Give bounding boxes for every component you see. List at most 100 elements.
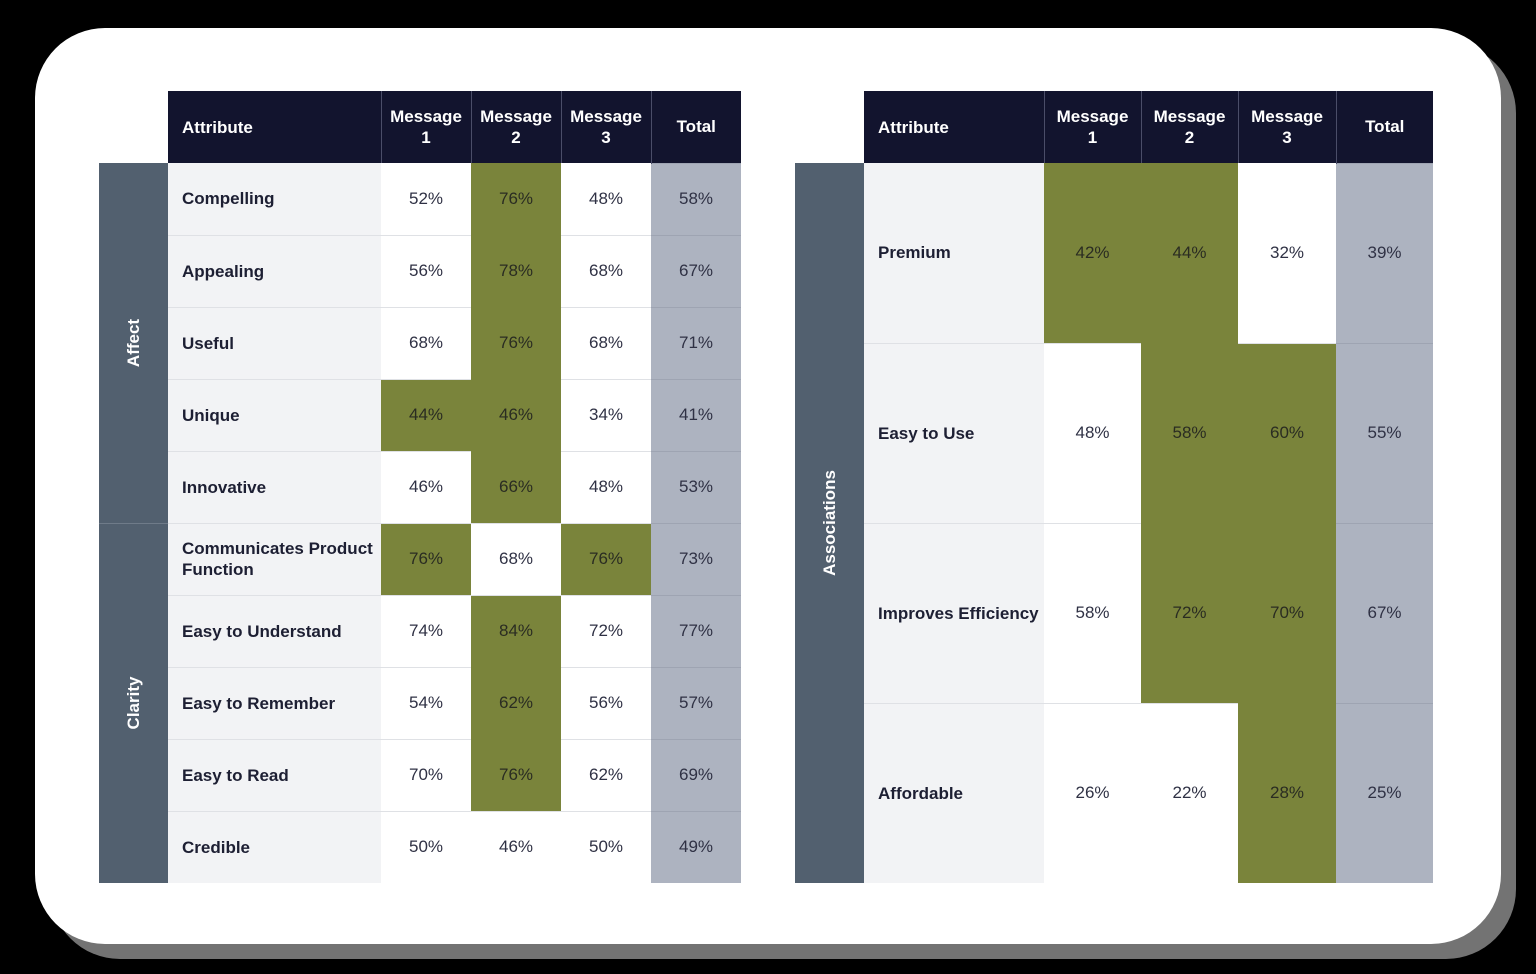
- message-2-value: 76%: [471, 738, 561, 811]
- message-3-value: 34%: [561, 378, 651, 451]
- message-1-value: 42%: [1044, 163, 1141, 343]
- header-message-3: Message 3: [1237, 91, 1336, 163]
- table-row: Easy to Understand 74% 84% 72% 77%: [99, 594, 741, 667]
- total-value: 41%: [651, 378, 741, 451]
- message-3-value: 62%: [561, 738, 651, 811]
- header-message-2: Message 2: [1140, 91, 1238, 163]
- right-results-table: Attribute Message 1 Message 2 Message 3 Tot…: [795, 91, 1433, 883]
- header-message-3: Message 3: [560, 91, 651, 163]
- message-1-value: 50%: [381, 810, 471, 883]
- total-value: 69%: [651, 738, 741, 811]
- message-2-value: 84%: [471, 594, 561, 667]
- total-value: 57%: [651, 666, 741, 739]
- attribute-label: Useful: [168, 306, 381, 379]
- message-2-value: 22%: [1141, 702, 1238, 883]
- attribute-label: Communicates Product Function: [168, 522, 381, 595]
- total-value: 39%: [1336, 162, 1433, 343]
- message-3-value: 32%: [1238, 163, 1336, 343]
- table-row: Innovative 46% 66% 48% 53%: [99, 450, 741, 523]
- table-row: Easy to Use 48% 58% 60% 55%: [795, 342, 1433, 523]
- total-value: 49%: [651, 810, 741, 883]
- table-row: Easy to Read 70% 76% 62% 69%: [99, 738, 741, 811]
- header-message-1: Message 1: [380, 91, 471, 163]
- table-row: Affect Compelling 52% 76% 48% 58%: [99, 162, 741, 523]
- message-1-value: 76%: [381, 522, 471, 595]
- group-label: Clarity: [123, 676, 143, 730]
- total-value: 25%: [1336, 702, 1433, 883]
- table-row: Clarity Communicates Product Function 76% 6…: [99, 522, 741, 883]
- table-row: Unique 44% 46% 34% 41%: [99, 378, 741, 451]
- total-value: 67%: [651, 234, 741, 307]
- message-1-value: 52%: [381, 163, 471, 235]
- table-row: Appealing 56% 78% 68% 67%: [99, 234, 741, 307]
- attribute-label: Appealing: [168, 234, 381, 307]
- group-label: Affect: [123, 318, 143, 367]
- attribute-label: Unique: [168, 378, 381, 451]
- table-row: Affordable 26% 22% 28% 25%: [795, 702, 1433, 883]
- total-value: 67%: [1336, 522, 1433, 703]
- total-value: 77%: [651, 594, 741, 667]
- attribute-label: Credible: [168, 810, 381, 883]
- message-3-value: 72%: [561, 594, 651, 667]
- message-1-value: 44%: [381, 378, 471, 451]
- header-corner: [99, 91, 168, 163]
- message-1-value: 56%: [381, 234, 471, 307]
- header-attribute: Attribute: [168, 91, 381, 163]
- message-2-value: 58%: [1141, 342, 1238, 523]
- group-label: Associations: [819, 470, 839, 576]
- table-row: Useful 68% 76% 68% 71%: [99, 306, 741, 379]
- message-1-value: 74%: [381, 594, 471, 667]
- message-3-value: 70%: [1238, 522, 1336, 703]
- message-2-value: 72%: [1141, 522, 1238, 703]
- attribute-label: Easy to Use: [864, 342, 1044, 523]
- message-2-value: 46%: [471, 810, 561, 883]
- header-attribute: Attribute: [864, 91, 1044, 163]
- message-1-value: 58%: [1044, 522, 1141, 703]
- message-3-value: 56%: [561, 666, 651, 739]
- attribute-label: Compelling: [168, 163, 381, 235]
- attribute-label: Easy to Read: [168, 738, 381, 811]
- header-total: Total: [1335, 91, 1433, 163]
- table-row: Easy to Remember 54% 62% 56% 57%: [99, 666, 741, 739]
- attribute-label: Affordable: [864, 702, 1044, 883]
- message-3-value: 50%: [561, 810, 651, 883]
- group-cell-clarity: Clarity: [99, 522, 168, 883]
- header-corner: [795, 91, 864, 163]
- message-1-value: 26%: [1044, 702, 1141, 883]
- total-value: 58%: [651, 162, 741, 235]
- message-3-value: 76%: [561, 522, 651, 595]
- total-value: 73%: [651, 522, 741, 595]
- message-1-value: 68%: [381, 306, 471, 379]
- attribute-label: Easy to Understand: [168, 594, 381, 667]
- table-row: Credible 50% 46% 50% 49%: [99, 810, 741, 883]
- message-3-value: 68%: [561, 306, 651, 379]
- message-1-value: 70%: [381, 738, 471, 811]
- message-3-value: 68%: [561, 234, 651, 307]
- message-1-value: 48%: [1044, 342, 1141, 523]
- attribute-label: Premium: [864, 163, 1044, 343]
- message-2-value: 46%: [471, 378, 561, 451]
- header-message-2: Message 2: [470, 91, 561, 163]
- total-value: 71%: [651, 306, 741, 379]
- message-2-value: 76%: [471, 163, 561, 235]
- message-2-value: 44%: [1141, 163, 1238, 343]
- message-2-value: 68%: [471, 522, 561, 595]
- group-cell-associations: Associations: [795, 163, 864, 883]
- message-3-value: 60%: [1238, 342, 1336, 523]
- message-1-value: 54%: [381, 666, 471, 739]
- message-2-value: 66%: [471, 450, 561, 523]
- message-3-value: 28%: [1238, 702, 1336, 883]
- message-2-value: 78%: [471, 234, 561, 307]
- header-message-1: Message 1: [1043, 91, 1141, 163]
- message-2-value: 76%: [471, 306, 561, 379]
- group-cell-affect: Affect: [99, 163, 168, 523]
- message-2-value: 62%: [471, 666, 561, 739]
- total-value: 53%: [651, 450, 741, 523]
- table-row: Improves Efficiency 58% 72% 70% 67%: [795, 522, 1433, 703]
- attribute-label: Improves Efficiency: [864, 522, 1044, 703]
- message-3-value: 48%: [561, 163, 651, 235]
- table-row: Associations Premium 42% 44% 32% 39%: [795, 162, 1433, 883]
- total-value: 55%: [1336, 342, 1433, 523]
- message-3-value: 48%: [561, 450, 651, 523]
- left-results-table: Attribute Message 1 Message 2 Message 3 Tot…: [99, 91, 741, 883]
